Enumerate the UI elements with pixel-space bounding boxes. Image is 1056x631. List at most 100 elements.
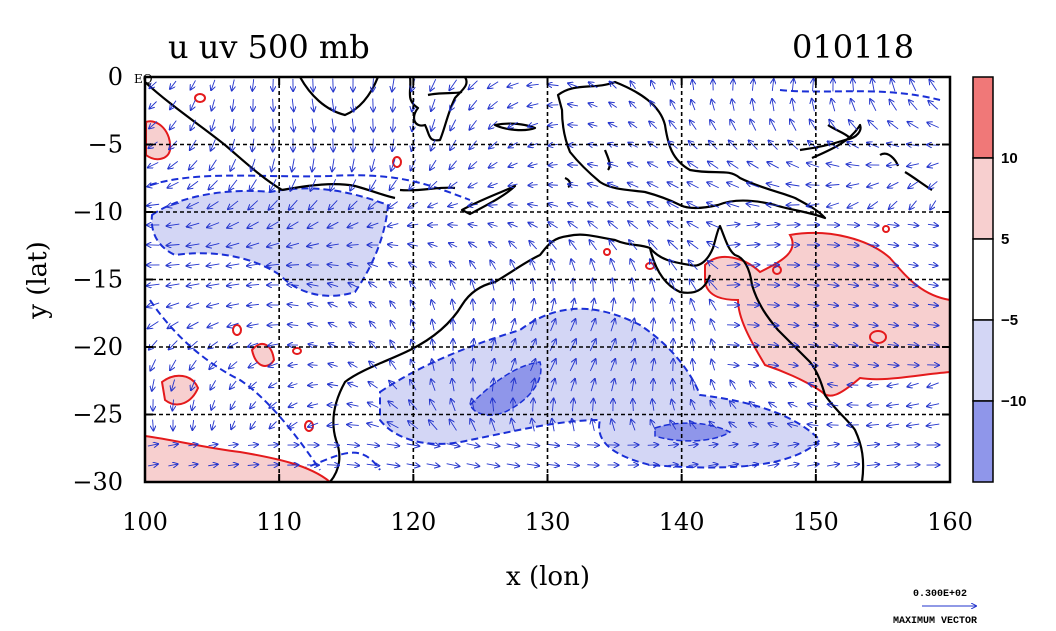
- wind-vector-arrow: [489, 120, 498, 129]
- wind-vector-arrow: [170, 359, 177, 370]
- wind-vector-arrow: [327, 424, 339, 426]
- wind-vector-arrow: [446, 464, 460, 467]
- wind-vector-arrow: [888, 304, 897, 305]
- wind-vector-arrow: [247, 445, 258, 446]
- wind-vector-arrow: [649, 121, 658, 129]
- wind-vector-arrow: [231, 420, 235, 429]
- wind-vector-arrow: [312, 98, 314, 112]
- wind-vector-arrow: [147, 183, 159, 186]
- strong-negative-core-2: [654, 422, 732, 442]
- wind-vector-arrow: [227, 264, 240, 266]
- wind-vector-arrow: [426, 444, 440, 446]
- wind-vector-arrow: [468, 182, 478, 188]
- wind-vector-arrow: [908, 264, 917, 265]
- wind-vector-arrow: [853, 79, 854, 92]
- wind-vector-arrow: [429, 243, 438, 246]
- wind-vector-arrow: [611, 259, 616, 272]
- wind-vector-arrow: [648, 221, 659, 230]
- wind-vector-arrow: [568, 222, 578, 229]
- wind-vector-arrow: [648, 182, 659, 189]
- wind-vector-arrow: [907, 164, 919, 167]
- colorbar-swatch: [972, 157, 994, 240]
- wind-vector-arrow: [449, 79, 458, 90]
- wind-vector-arrow: [373, 118, 374, 132]
- wind-vector-arrow: [328, 221, 339, 228]
- wind-vector-arrow: [652, 339, 654, 352]
- wind-vector-arrow: [866, 444, 879, 445]
- wind-vector-arrow: [530, 359, 536, 372]
- x-tick-label: 130: [525, 508, 571, 536]
- wind-vector-arrow: [907, 224, 919, 225]
- wind-vector-arrow: [847, 264, 859, 265]
- wind-vector-arrow: [632, 279, 634, 292]
- wind-vector-arrow: [489, 161, 498, 168]
- wind-vector-arrow: [392, 78, 394, 92]
- wind-vector-arrow: [653, 379, 654, 392]
- wind-vector-arrow: [268, 363, 278, 366]
- wind-vector-arrow: [910, 79, 917, 92]
- wind-vector-arrow: [827, 184, 840, 185]
- wind-vector-arrow: [550, 319, 556, 332]
- wind-vector-arrow: [390, 341, 397, 350]
- wind-vector-arrow: [308, 423, 319, 427]
- wind-vector-arrow: [887, 384, 899, 386]
- wind-vector-arrow: [929, 80, 937, 91]
- wind-vector-arrow: [669, 260, 678, 271]
- wind-vector-arrow: [650, 259, 657, 271]
- wind-vector-arrow: [847, 444, 859, 446]
- wind-vector-arrow: [929, 181, 938, 188]
- wind-vector-arrow: [668, 241, 679, 250]
- wind-vector-arrow: [227, 284, 240, 286]
- wind-vector-arrow: [190, 139, 197, 150]
- wind-vector-arrow: [347, 245, 359, 246]
- wind-vector-arrow: [868, 304, 877, 305]
- wind-vector-arrow: [531, 379, 534, 392]
- wind-vector-arrow: [492, 319, 494, 331]
- wind-vector-arrow: [187, 284, 200, 286]
- wind-vector-arrow: [287, 243, 300, 246]
- wind-vector-arrow: [371, 158, 374, 171]
- wind-vector-arrow: [207, 222, 220, 228]
- wind-vector-arrow: [907, 324, 918, 325]
- wind-vector-arrow: [687, 182, 699, 189]
- wind-vector-arrow: [267, 465, 279, 466]
- wind-vector-arrow: [227, 243, 240, 247]
- wind-vector-arrow: [208, 180, 218, 189]
- wind-vector-arrow: [589, 82, 598, 89]
- wind-vector-arrow: [572, 419, 574, 432]
- wind-vector-arrow: [868, 384, 879, 385]
- wind-vector-arrow: [591, 379, 595, 392]
- wind-vector-arrow: [887, 244, 898, 245]
- wind-vector-arrow: [590, 319, 596, 332]
- wind-vector-arrow: [847, 284, 858, 285]
- wind-vector-arrow: [927, 304, 938, 305]
- x-tick-label: 140: [659, 508, 705, 536]
- wind-vector-arrow: [589, 359, 595, 372]
- wind-vector-arrow: [647, 445, 659, 446]
- wind-vector-arrow: [887, 404, 899, 406]
- wind-vector-arrow: [730, 381, 737, 390]
- wind-vector-arrow: [807, 265, 819, 266]
- wind-vector-arrow: [790, 119, 797, 131]
- negative-region-java-sea: [150, 187, 390, 297]
- wind-vector-arrow: [927, 123, 939, 128]
- wind-vector-arrow: [927, 382, 939, 387]
- wind-vector-arrow: [650, 101, 657, 110]
- wind-vector-arrow: [788, 364, 797, 365]
- wind-vector-arrow: [172, 399, 173, 411]
- wind-vector-arrow: [252, 79, 253, 91]
- wind-vector-arrow: [149, 101, 157, 108]
- wind-vector-arrow: [248, 200, 259, 210]
- wind-vector-arrow: [390, 179, 397, 190]
- wind-vector-arrow: [270, 179, 277, 190]
- wind-vector-arrow: [228, 200, 239, 209]
- wind-vector-arrow: [928, 284, 938, 285]
- wind-vector-arrow: [230, 159, 237, 171]
- wind-vector-arrow: [572, 299, 575, 312]
- wind-vector-arrow: [750, 381, 757, 390]
- strong-negative-core-1: [469, 361, 542, 416]
- wind-vector-arrow: [792, 79, 793, 92]
- y-axis-tick-labels: 0 −5 −10 −15 −20 −25 −30: [72, 63, 123, 496]
- wind-vector-arrow: [388, 201, 398, 209]
- wind-vector-arrow: [229, 361, 238, 369]
